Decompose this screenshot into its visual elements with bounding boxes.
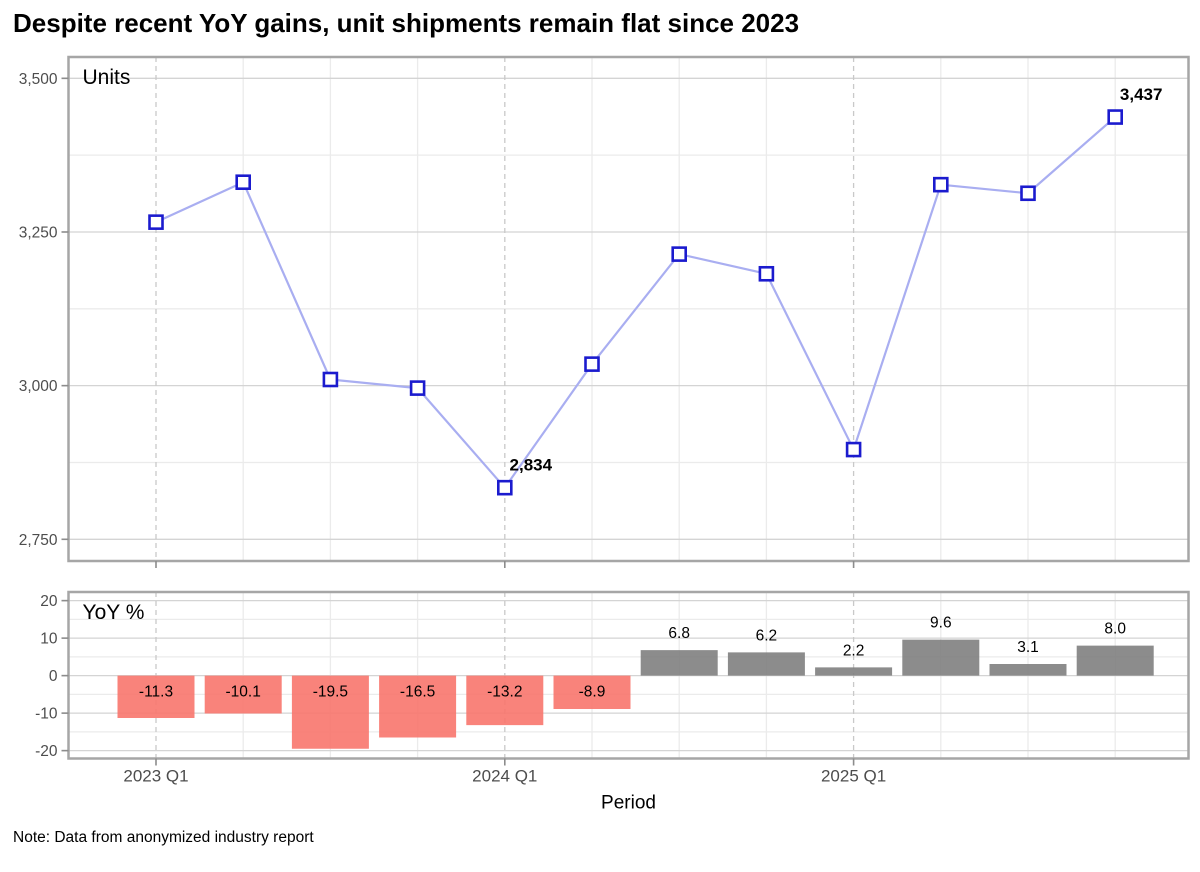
yoy-bar-label: 2.2 bbox=[843, 642, 865, 659]
y-axis-tick-label: 3,250 bbox=[19, 224, 58, 241]
x-axis-tick-label: 2024 Q1 bbox=[472, 767, 537, 786]
data-point-marker bbox=[758, 265, 775, 282]
y-axis-tick-label: 10 bbox=[40, 631, 58, 648]
yoy-bar-label: -13.2 bbox=[487, 684, 522, 701]
data-point-label: 2,834 bbox=[510, 456, 553, 475]
panel-border bbox=[67, 55, 1190, 563]
y-axis-tick-label: 2,750 bbox=[19, 532, 58, 549]
yoy-bar bbox=[291, 675, 369, 749]
yoy-bar bbox=[204, 675, 282, 714]
yoy-bar bbox=[989, 664, 1067, 676]
yoy-bar bbox=[379, 675, 457, 738]
x-axis-tick-label: 2025 Q1 bbox=[821, 767, 886, 786]
yoy-bar-label: -16.5 bbox=[400, 684, 435, 701]
data-point-marker bbox=[235, 174, 251, 191]
yoy-bar-label: 6.2 bbox=[756, 627, 778, 644]
panel-label-yoy: YoY % bbox=[83, 601, 145, 624]
yoy-bar bbox=[1076, 645, 1154, 676]
data-point-label: 3,437 bbox=[1120, 85, 1163, 104]
yoy-bar-label: -8.9 bbox=[579, 684, 606, 701]
data-point-marker bbox=[584, 356, 600, 372]
y-axis-tick-label: 3,500 bbox=[19, 71, 58, 88]
y-axis-tick-label: -10 bbox=[35, 706, 58, 723]
yoy-bar bbox=[727, 652, 805, 676]
chart-title: Despite recent YoY gains, unit shipments… bbox=[13, 8, 800, 38]
data-point-marker bbox=[932, 176, 949, 193]
yoy-bar bbox=[640, 650, 718, 676]
yoy-bar bbox=[902, 639, 980, 676]
x-axis-title: Period bbox=[601, 793, 656, 814]
data-point-marker bbox=[322, 371, 339, 388]
yoy-bar bbox=[466, 675, 544, 726]
yoy-bar-label: 9.6 bbox=[930, 615, 952, 632]
chart-note: Note: Data from anonymized industry repo… bbox=[13, 829, 314, 846]
yoy-bar-label: 6.8 bbox=[668, 625, 690, 642]
yoy-bar bbox=[117, 675, 195, 718]
data-point-marker bbox=[1020, 185, 1036, 202]
yoy-bar-label: -11.3 bbox=[139, 684, 173, 701]
y-axis-tick-label: 20 bbox=[40, 593, 58, 610]
data-point-marker bbox=[409, 380, 426, 396]
yoy-bar-label: 3.1 bbox=[1017, 639, 1039, 656]
y-axis-tick-label: 0 bbox=[49, 668, 58, 685]
units-line-series bbox=[155, 116, 1116, 489]
y-axis-tick-label: 3,000 bbox=[19, 378, 58, 395]
yoy-bar-label: -10.1 bbox=[226, 684, 261, 701]
data-point-marker bbox=[496, 479, 513, 496]
data-point-marker bbox=[845, 441, 862, 458]
data-point-marker bbox=[1107, 109, 1123, 125]
yoy-bar bbox=[815, 667, 893, 676]
data-point-marker bbox=[671, 246, 688, 262]
y-axis-tick-label: -20 bbox=[35, 743, 58, 760]
data-point-marker bbox=[148, 214, 164, 230]
yoy-bar-label: -19.5 bbox=[313, 684, 348, 701]
panel-label-units: Units bbox=[83, 66, 131, 89]
x-axis-tick-label: 2023 Q1 bbox=[123, 767, 188, 786]
yoy-bar bbox=[553, 675, 631, 709]
yoy-bar-label: 8.0 bbox=[1104, 621, 1126, 638]
